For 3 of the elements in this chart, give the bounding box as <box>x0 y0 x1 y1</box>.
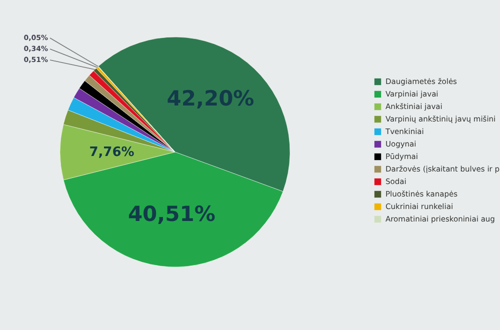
data-label: 40,51% <box>128 202 216 226</box>
data-label: 7,76% <box>89 145 134 160</box>
data-label: 42,20% <box>166 86 254 111</box>
